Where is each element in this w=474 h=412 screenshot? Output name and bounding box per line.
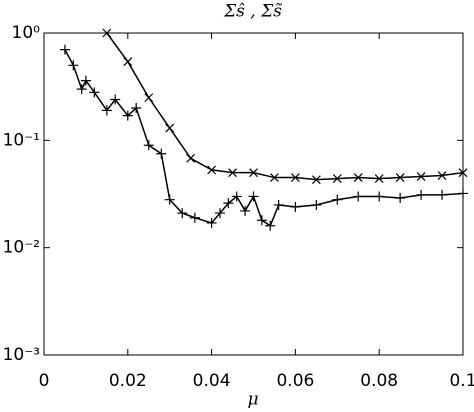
point-marker xyxy=(256,215,267,226)
point-marker xyxy=(290,201,301,212)
point-marker xyxy=(177,208,188,219)
point-marker xyxy=(311,175,321,185)
point-marker xyxy=(437,171,447,180)
point-marker xyxy=(80,75,91,86)
x-axis-label: μ xyxy=(247,390,258,410)
point-marker xyxy=(270,173,279,182)
point-marker xyxy=(311,199,322,210)
point-marker xyxy=(223,198,234,209)
x-tick-label: 0.02 xyxy=(109,371,147,391)
point-marker xyxy=(332,194,343,205)
point-marker xyxy=(101,105,112,116)
point-marker xyxy=(240,205,251,216)
point-marker xyxy=(189,212,200,223)
point-marker xyxy=(249,168,258,178)
x-tick-label: 0 xyxy=(39,371,50,391)
point-marker xyxy=(437,189,448,200)
x-tick-label: 0.08 xyxy=(360,371,398,391)
point-marker xyxy=(458,168,468,178)
point-marker xyxy=(248,191,259,202)
point-marker xyxy=(374,191,385,202)
point-marker xyxy=(122,110,133,121)
point-marker xyxy=(290,173,300,182)
point-marker xyxy=(273,199,284,210)
chart-title: Σŝ , Σs̃ xyxy=(223,2,283,22)
point-marker xyxy=(207,165,217,175)
point-marker xyxy=(206,217,217,228)
point-marker xyxy=(416,172,426,181)
point-marker xyxy=(395,193,406,204)
point-marker xyxy=(353,173,363,182)
point-marker xyxy=(353,191,364,202)
x-tick-label: 0.06 xyxy=(276,371,314,391)
y-tick-label: 10⁻³ xyxy=(3,345,40,365)
point-marker xyxy=(131,103,142,114)
point-marker xyxy=(110,94,121,105)
point-marker xyxy=(231,191,242,202)
x-tick-label: 0.04 xyxy=(193,371,231,391)
y-tick-label: 10⁻¹ xyxy=(3,130,40,150)
x-tick-label: 0.1 xyxy=(449,371,474,391)
point-marker xyxy=(143,140,154,151)
point-marker xyxy=(416,189,427,200)
point-marker xyxy=(123,57,133,67)
point-marker xyxy=(228,168,237,178)
point-marker xyxy=(164,194,175,205)
point-marker xyxy=(156,148,167,159)
point-marker xyxy=(265,220,276,231)
series-line xyxy=(64,49,464,227)
series-line xyxy=(106,32,464,181)
point-marker xyxy=(76,84,87,95)
point-marker xyxy=(374,174,384,184)
point-marker xyxy=(458,188,468,199)
point-marker xyxy=(102,28,112,38)
point-marker xyxy=(186,153,196,163)
point-marker xyxy=(395,173,405,182)
point-marker xyxy=(214,208,225,219)
point-marker xyxy=(89,87,100,98)
point-marker xyxy=(165,123,175,133)
y-tick-label: 10⁻² xyxy=(3,238,40,258)
point-marker xyxy=(68,60,79,71)
point-marker xyxy=(332,174,342,184)
point-marker xyxy=(144,93,154,103)
y-tick-label: 10⁰ xyxy=(12,23,41,43)
point-marker xyxy=(59,44,70,55)
